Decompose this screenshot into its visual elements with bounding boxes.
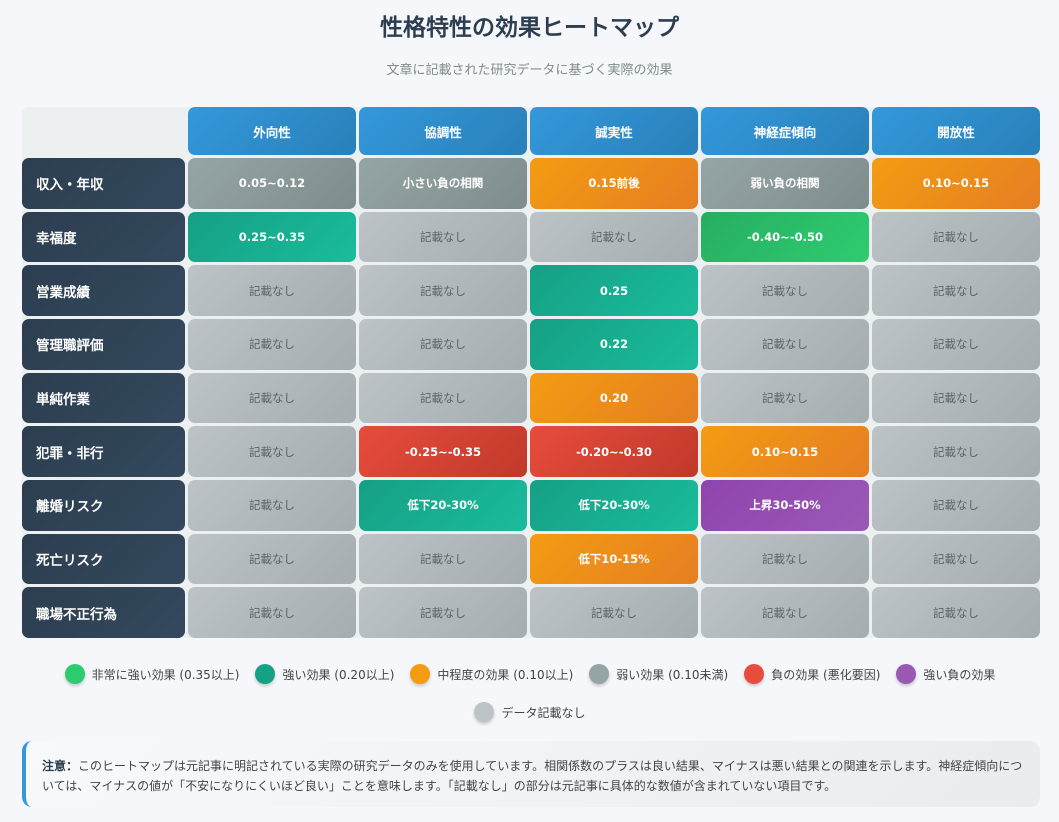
heatmap-cell: 記載なし: [872, 533, 1040, 585]
heatmap-cell: 記載なし: [188, 372, 356, 424]
heatmap-cell: 記載なし: [872, 480, 1040, 531]
heatmap-cell: 低下20-30%: [359, 480, 527, 531]
column-header: 誠実性: [530, 107, 698, 155]
heatmap-cell: 小さい負の相関: [359, 158, 527, 209]
heatmap-cell: 0.15前後: [530, 158, 698, 209]
note-box: 注意：このヒートマップは元記事に明記されている実際の研究データのみを使用していま…: [22, 741, 1040, 807]
legend-item: 強い負の効果: [896, 664, 995, 684]
legend-item: 弱い効果 (0.10未満): [589, 664, 728, 684]
heatmap-cell: 低下10-15%: [530, 533, 698, 585]
heatmap-cell: 記載なし: [359, 319, 527, 370]
heatmap-cell: 記載なし: [188, 265, 356, 316]
legend-item: 負の効果 (悪化要因): [744, 664, 880, 684]
grid-corner: [22, 107, 185, 155]
heatmap-cell: 記載なし: [530, 587, 698, 638]
heatmap-cell: 記載なし: [701, 372, 869, 424]
legend-swatch-icon: [474, 702, 495, 722]
column-header: 神経症傾向: [701, 107, 869, 155]
heatmap-cell: 記載なし: [359, 372, 527, 424]
page-title: 性格特性の効果ヒートマップ: [380, 15, 679, 41]
legend-swatch-icon: [64, 664, 85, 684]
column-header: 外向性: [188, 107, 356, 155]
legend-swatch-icon: [744, 664, 765, 684]
heatmap-cell: 記載なし: [872, 426, 1040, 477]
column-header: 協調性: [359, 107, 527, 155]
heatmap-cell: 0.10~0.15: [701, 426, 869, 477]
heatmap-cell: -0.20~-0.30: [530, 426, 698, 477]
heatmap-cell: 記載なし: [359, 587, 527, 638]
legend-item: 強い効果 (0.20以上): [255, 664, 394, 684]
heatmap-cell: 記載なし: [359, 211, 527, 263]
note-label: 注意：: [42, 759, 79, 773]
column-header: 開放性: [872, 107, 1040, 155]
heatmap-cell: 0.25: [530, 265, 698, 316]
heatmap-cell: 記載なし: [872, 211, 1040, 263]
heatmap-cell: 記載なし: [188, 426, 356, 477]
row-label: 犯罪・非行: [22, 426, 185, 477]
heatmap-cell: 記載なし: [872, 319, 1040, 370]
row-label: 営業成績: [22, 265, 185, 316]
heatmap-cell: 記載なし: [701, 319, 869, 370]
heatmap-cell: 0.25~0.35: [188, 211, 356, 263]
heatmap-cell: 記載なし: [872, 587, 1040, 638]
row-label: 単純作業: [22, 372, 185, 424]
heatmap-grid: 外向性 協調性 誠実性 神経症傾向 開放性 収入・年収 0.05~0.12 小さい負の相関 0.…: [22, 107, 1040, 638]
legend-swatch-icon: [255, 664, 276, 684]
heatmap-cell: 記載なし: [701, 587, 869, 638]
heatmap-cell: 記載なし: [188, 480, 356, 531]
legend-item: 非常に強い効果 (0.35以上): [64, 664, 240, 684]
legend-label: 非常に強い効果 (0.35以上): [91, 667, 240, 682]
legend-label: データ記載なし: [501, 705, 586, 720]
row-label: 収入・年収: [22, 158, 185, 209]
heatmap-cell: 0.05~0.12: [188, 158, 356, 209]
heatmap-cell: 弱い負の相関: [701, 158, 869, 209]
page-subtitle: 文章に記載された研究データに基づく実際の効果: [386, 63, 673, 78]
heatmap-cell: 0.22: [530, 319, 698, 370]
heatmap-cell: 記載なし: [701, 265, 869, 316]
heatmap-cell: 記載なし: [359, 265, 527, 316]
heatmap-cell: 記載なし: [872, 265, 1040, 316]
legend-label: 強い効果 (0.20以上): [282, 667, 395, 682]
legend-label: 中程度の効果 (0.10以上): [437, 667, 574, 682]
row-label: 職場不正行為: [22, 587, 185, 638]
heatmap-cell: 記載なし: [188, 319, 356, 370]
heatmap-cell: -0.25~-0.35: [359, 426, 527, 477]
row-label: 死亡リスク: [22, 533, 185, 585]
legend-label: 強い負の効果: [923, 667, 996, 682]
heatmap-cell: 低下20-30%: [530, 480, 698, 531]
row-label: 離婚リスク: [22, 480, 185, 531]
legend-swatch-icon: [410, 664, 431, 684]
row-label: 管理職評価: [22, 319, 185, 370]
heatmap-cell: 0.20: [530, 372, 698, 424]
note-text: このヒートマップは元記事に明記されている実際の研究データのみを使用しています。相…: [42, 759, 1023, 793]
legend: 非常に強い効果 (0.35以上) 強い効果 (0.20以上) 中程度の効果 (0.1…: [40, 664, 1020, 722]
heatmap-cell: 記載なし: [701, 533, 869, 585]
heatmap-cell: 上昇30-50%: [701, 480, 869, 531]
legend-item: 中程度の効果 (0.10以上): [410, 664, 573, 684]
heatmap-cell: 記載なし: [872, 372, 1040, 424]
heatmap-cell: 記載なし: [530, 211, 698, 263]
heatmap-cell: 0.10~0.15: [872, 158, 1040, 209]
heatmap-cell: 記載なし: [359, 533, 527, 585]
row-label: 幸福度: [22, 211, 185, 263]
legend-label: 負の効果 (悪化要因): [771, 667, 881, 682]
legend-label: 弱い効果 (0.10未満): [616, 667, 729, 682]
legend-swatch-icon: [589, 664, 610, 684]
heatmap-cell: 記載なし: [188, 587, 356, 638]
legend-item: データ記載なし: [474, 702, 586, 722]
heatmap-cell: 記載なし: [188, 533, 356, 585]
legend-swatch-icon: [896, 664, 917, 684]
heatmap-cell: -0.40~-0.50: [701, 211, 869, 263]
